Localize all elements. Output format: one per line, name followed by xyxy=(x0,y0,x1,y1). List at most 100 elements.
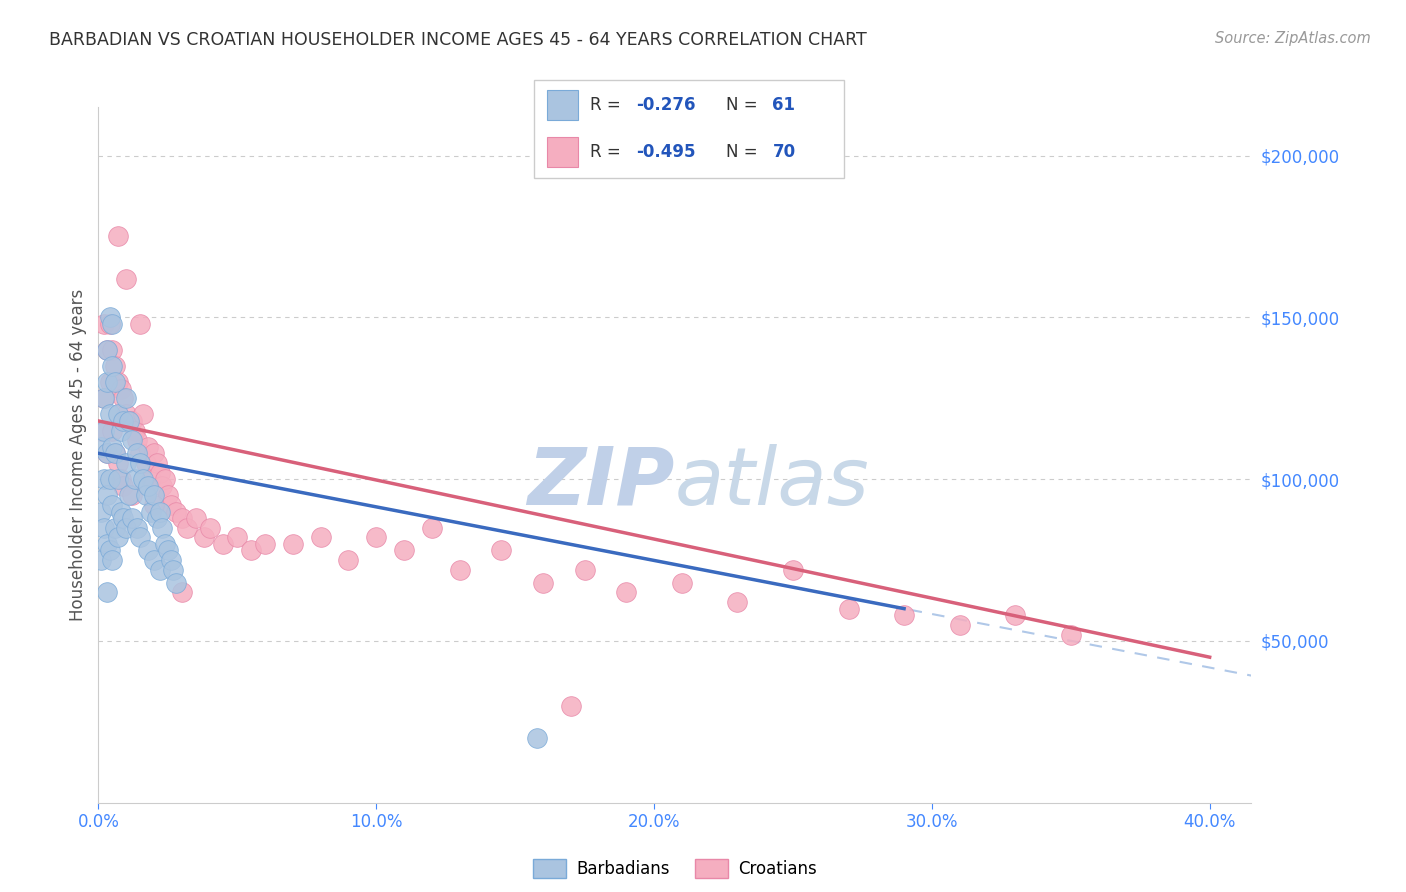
Point xyxy=(143,553,166,567)
Point xyxy=(614,585,637,599)
Point xyxy=(159,498,181,512)
Text: N =: N = xyxy=(725,143,763,161)
Point xyxy=(145,511,167,525)
Point xyxy=(156,488,179,502)
Point xyxy=(96,343,118,357)
Point xyxy=(491,543,513,558)
Point xyxy=(118,488,141,502)
Point xyxy=(96,375,118,389)
Point xyxy=(129,317,152,331)
Point xyxy=(127,446,149,460)
Point xyxy=(337,553,360,567)
Point xyxy=(107,456,129,470)
Point xyxy=(101,317,124,331)
Point xyxy=(112,511,135,525)
Point xyxy=(124,472,146,486)
Point xyxy=(574,563,596,577)
Point xyxy=(110,504,132,518)
Point xyxy=(725,595,748,609)
Point xyxy=(893,608,915,623)
Point xyxy=(96,446,118,460)
Text: BARBADIAN VS CROATIAN HOUSEHOLDER INCOME AGES 45 - 64 YEARS CORRELATION CHART: BARBADIAN VS CROATIAN HOUSEHOLDER INCOME… xyxy=(49,31,868,49)
Point xyxy=(143,498,166,512)
Text: -0.276: -0.276 xyxy=(637,95,696,114)
Point xyxy=(90,440,112,454)
Point xyxy=(127,434,149,448)
Point xyxy=(98,310,121,325)
Point xyxy=(93,424,115,438)
Point xyxy=(153,537,176,551)
Point xyxy=(112,414,135,428)
Point xyxy=(226,531,249,545)
Point xyxy=(150,478,173,492)
Point xyxy=(254,537,277,551)
Point xyxy=(96,446,118,460)
Y-axis label: Householder Income Ages 45 - 64 years: Householder Income Ages 45 - 64 years xyxy=(69,289,87,621)
Point xyxy=(449,563,471,577)
Point xyxy=(96,537,118,551)
Point xyxy=(176,521,198,535)
Point xyxy=(240,543,263,558)
Point xyxy=(129,531,152,545)
Point xyxy=(101,440,124,454)
Point xyxy=(170,511,193,525)
Point xyxy=(96,585,118,599)
Point xyxy=(129,446,152,460)
Point xyxy=(90,553,112,567)
Point xyxy=(101,553,124,567)
Point xyxy=(101,343,124,357)
Point xyxy=(145,456,167,470)
Point xyxy=(121,488,143,502)
Point xyxy=(1060,627,1083,641)
Point xyxy=(107,531,129,545)
Point xyxy=(115,456,138,470)
Text: R =: R = xyxy=(591,95,626,114)
Point xyxy=(366,531,388,545)
Point xyxy=(165,504,187,518)
Text: R =: R = xyxy=(591,143,626,161)
Point xyxy=(148,504,170,518)
Point xyxy=(143,488,166,502)
Point xyxy=(135,456,157,470)
FancyBboxPatch shape xyxy=(547,90,578,120)
FancyBboxPatch shape xyxy=(547,137,578,167)
Point xyxy=(671,575,693,590)
Point xyxy=(90,424,112,438)
Point xyxy=(138,478,160,492)
Point xyxy=(93,317,115,331)
Point xyxy=(107,229,129,244)
Point xyxy=(104,521,127,535)
Point xyxy=(949,617,972,632)
Point xyxy=(212,537,235,551)
Point xyxy=(98,317,121,331)
Point xyxy=(156,543,179,558)
Point xyxy=(118,414,141,428)
Legend: Barbadians, Croatians: Barbadians, Croatians xyxy=(526,853,824,885)
Point xyxy=(165,575,187,590)
Text: 70: 70 xyxy=(772,143,796,161)
Text: N =: N = xyxy=(725,95,763,114)
Point xyxy=(309,531,332,545)
Point xyxy=(104,375,127,389)
Point xyxy=(93,392,115,406)
Point xyxy=(281,537,304,551)
Point xyxy=(101,424,124,438)
Point xyxy=(526,731,548,745)
Point xyxy=(1004,608,1026,623)
Point xyxy=(98,408,121,422)
Point xyxy=(198,521,221,535)
Point xyxy=(112,392,135,406)
Point xyxy=(110,382,132,396)
Point xyxy=(96,343,118,357)
Point xyxy=(135,488,157,502)
Point xyxy=(132,472,155,486)
Point xyxy=(129,456,152,470)
Point xyxy=(101,498,124,512)
Point xyxy=(121,434,143,448)
Point xyxy=(107,472,129,486)
Point xyxy=(124,424,146,438)
Point xyxy=(138,440,160,454)
Point xyxy=(531,575,554,590)
Text: atlas: atlas xyxy=(675,443,870,522)
Text: 61: 61 xyxy=(772,95,796,114)
